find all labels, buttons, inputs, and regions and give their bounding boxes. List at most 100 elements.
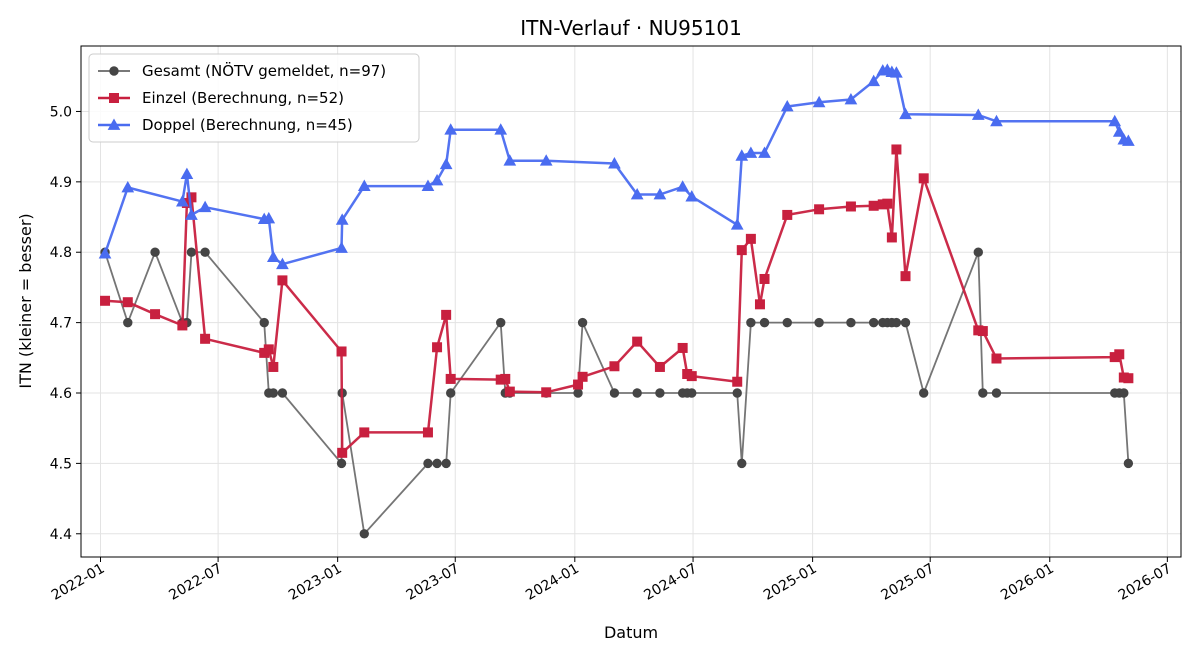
data-point-circle bbox=[732, 388, 742, 398]
data-point-circle bbox=[978, 388, 988, 398]
data-point-circle bbox=[277, 388, 288, 398]
data-point-square bbox=[150, 309, 161, 320]
data-point-triangle bbox=[98, 247, 112, 259]
data-point-circle bbox=[782, 317, 792, 328]
data-point-circle bbox=[259, 317, 269, 328]
data-point-triangle bbox=[730, 218, 744, 230]
data-point-circle bbox=[577, 317, 588, 328]
data-point-circle bbox=[891, 317, 902, 328]
data-point-square bbox=[686, 371, 697, 382]
data-point-circle bbox=[423, 458, 433, 469]
data-point-square bbox=[541, 387, 552, 398]
data-point-circle bbox=[336, 458, 347, 469]
data-point-triangle bbox=[990, 114, 1003, 127]
data-point-circle bbox=[919, 388, 929, 398]
y-tick-label: 4.6 bbox=[50, 386, 72, 402]
legend-box bbox=[88, 53, 420, 143]
data-point-square bbox=[1114, 349, 1125, 360]
data-point-triangle bbox=[780, 100, 794, 112]
data-point-circle bbox=[432, 458, 442, 469]
data-point-circle bbox=[186, 247, 197, 257]
data-point-square bbox=[882, 198, 893, 209]
data-point-circle bbox=[632, 388, 642, 398]
data-point-triangle bbox=[1122, 134, 1135, 146]
data-point-triangle bbox=[899, 107, 912, 120]
plot-frame bbox=[80, 45, 1182, 558]
data-point-triangle bbox=[971, 108, 985, 120]
data-point-square bbox=[632, 336, 643, 347]
data-point-square bbox=[336, 346, 347, 357]
data-point-square bbox=[845, 201, 856, 212]
data-point-circle bbox=[973, 247, 983, 257]
data-point-triangle bbox=[121, 180, 135, 193]
data-point-circle bbox=[359, 529, 369, 539]
data-point-circle bbox=[150, 247, 160, 257]
data-point-triangle bbox=[890, 66, 903, 78]
data-point-circle bbox=[1119, 388, 1129, 398]
legend-label: Doppel (Berechnung, n=45) bbox=[142, 116, 353, 134]
y-axis-title: ITN (kleiner = besser) bbox=[16, 213, 35, 388]
data-point-square bbox=[782, 209, 793, 220]
series-square bbox=[100, 144, 1134, 458]
data-point-triangle bbox=[357, 179, 371, 191]
data-point-square bbox=[500, 373, 511, 384]
legend: Gesamt (NÖTV gemeldet, n=97) Einzel (Bere… bbox=[88, 53, 420, 143]
legend-label: Einzel (Berechnung, n=52) bbox=[142, 89, 344, 107]
legend-marker-square bbox=[109, 93, 119, 103]
y-tick-label: 5.0 bbox=[50, 104, 72, 120]
data-point-triangle bbox=[444, 123, 458, 135]
data-point-square bbox=[445, 373, 456, 384]
data-point-triangle bbox=[653, 187, 667, 200]
data-point-square bbox=[745, 233, 756, 244]
data-point-circle bbox=[441, 458, 451, 469]
data-point-square bbox=[504, 386, 515, 397]
data-point-square bbox=[868, 200, 879, 211]
data-point-square bbox=[577, 371, 588, 382]
data-point-triangle bbox=[630, 187, 644, 200]
data-point-square bbox=[759, 273, 770, 284]
data-point-circle bbox=[1123, 458, 1134, 469]
data-point-triangle bbox=[844, 92, 858, 105]
data-point-circle bbox=[868, 317, 879, 328]
data-point-triangle bbox=[867, 74, 881, 87]
data-point-triangle bbox=[494, 123, 508, 135]
data-point-square bbox=[814, 204, 825, 215]
data-point-circle bbox=[759, 317, 770, 328]
data-point-triangle bbox=[335, 241, 348, 253]
data-point-triangle bbox=[180, 167, 194, 180]
data-point-square bbox=[122, 297, 133, 308]
series-line-square bbox=[104, 148, 1129, 455]
data-point-square bbox=[200, 333, 211, 344]
data-point-circle bbox=[687, 388, 697, 398]
data-point-circle bbox=[200, 247, 210, 257]
data-point-square bbox=[100, 295, 111, 306]
series-circle bbox=[100, 247, 1134, 539]
data-point-triangle bbox=[608, 157, 621, 169]
data-point-triangle bbox=[185, 208, 198, 220]
data-point-square bbox=[732, 376, 743, 387]
data-point-circle bbox=[445, 388, 456, 398]
data-point-square bbox=[609, 361, 620, 372]
data-point-square bbox=[977, 326, 988, 337]
data-point-triangle bbox=[439, 157, 453, 170]
legend-marker-triangle bbox=[107, 118, 121, 130]
data-point-square bbox=[337, 447, 348, 458]
y-tick-label: 4.8 bbox=[50, 245, 72, 261]
data-point-triangle bbox=[421, 179, 435, 191]
data-point-circle bbox=[846, 317, 856, 328]
data-point-square bbox=[263, 344, 274, 355]
x-axis-title: Datum bbox=[604, 623, 658, 642]
data-point-square bbox=[677, 342, 688, 353]
legend-label: Gesamt (NÖTV gemeldet, n=97) bbox=[142, 61, 386, 80]
data-point-triangle bbox=[176, 195, 189, 207]
data-point-square bbox=[654, 361, 665, 372]
data-point-triangle bbox=[685, 190, 699, 202]
data-point-triangle bbox=[758, 146, 771, 158]
data-point-triangle bbox=[744, 146, 758, 158]
data-point-square bbox=[432, 342, 443, 353]
data-point-triangle bbox=[198, 200, 212, 213]
data-point-triangle bbox=[335, 213, 349, 225]
data-point-square bbox=[186, 192, 197, 203]
data-point-square bbox=[268, 361, 279, 372]
